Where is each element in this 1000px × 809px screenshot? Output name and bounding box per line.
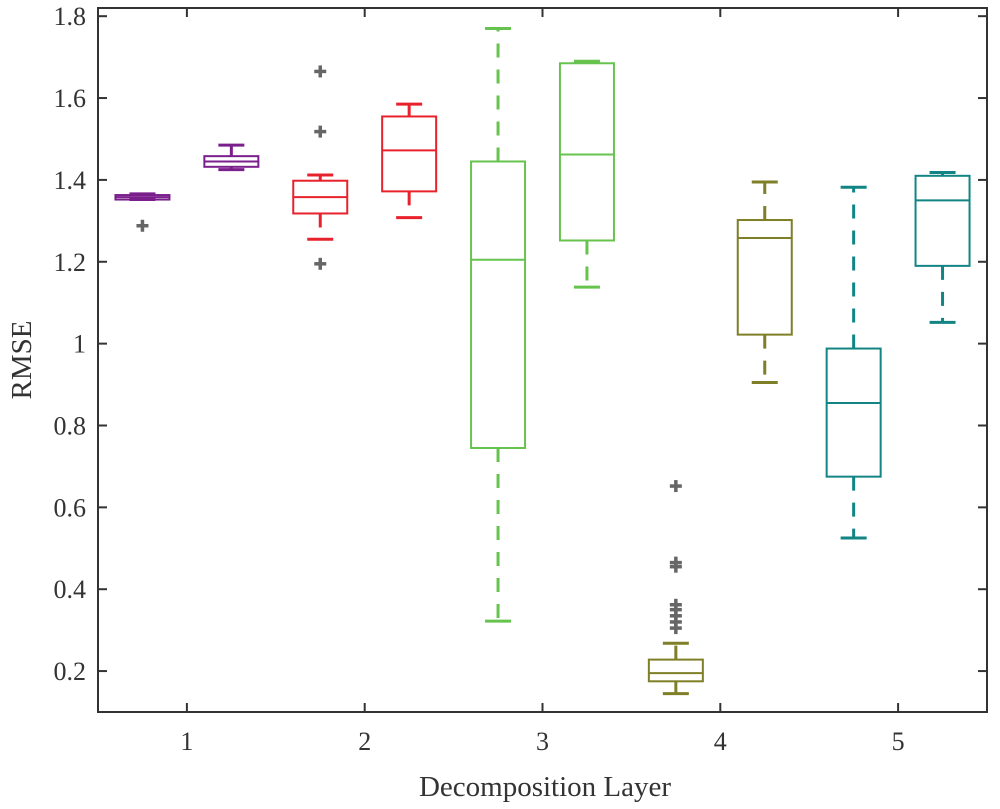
iqr-box [558,62,615,242]
y-tick-label: 1.6 [54,84,87,113]
x-tick-label: 4 [714,727,727,756]
y-tick-label: 1 [73,330,86,359]
x-tick-label: 3 [536,727,549,756]
plot-area-frame [97,7,988,713]
layer-3-box-a [470,26,527,623]
x-axis-title: Decomposition Layer [419,771,671,803]
iqr-box [914,174,971,267]
layer-5-box-b [914,171,971,324]
outlier-marker [136,219,149,232]
layer-1-box-b [203,143,260,172]
y-tick-label: 0.4 [54,575,87,604]
layer-4-box-b [736,180,793,385]
iqr-box [736,219,793,336]
y-tick-label: 1.4 [54,166,87,195]
outlier-marker [314,125,327,138]
layer-1-box-a [114,192,171,232]
x-tick-labels: 1 2 3 4 5 [180,727,904,756]
outlier-marker [669,598,682,611]
y-tick-label: 0.6 [54,493,87,522]
layer-5-box-a [825,185,882,540]
layer-4-box-a [647,480,704,696]
outlier-marker [669,556,682,569]
y-tick-label: 1.2 [54,248,87,277]
outlier-marker [669,480,682,493]
iqr-box [647,658,704,683]
y-axis-title: RMSE [6,321,38,400]
y-tick-labels: 0.2 0.4 0.6 0.8 1 1.2 1.4 1.6 1.8 [54,2,87,686]
x-tick-label: 1 [180,727,193,756]
x-tick-label: 2 [358,727,371,756]
axis-ticks [98,8,987,712]
boxplot-series [114,26,971,696]
outlier-marker [314,65,327,78]
layer-2-box-b [381,102,438,220]
y-tick-label: 1.8 [54,2,87,31]
x-tick-label: 5 [892,727,905,756]
outlier-marker [314,257,327,270]
iqr-box [825,347,882,478]
iqr-box [381,115,438,193]
layer-3-box-b [558,59,615,289]
layer-2-box-a [292,65,349,270]
y-tick-label: 0.2 [54,657,87,686]
iqr-box [470,160,527,449]
y-tick-label: 0.8 [54,411,87,440]
